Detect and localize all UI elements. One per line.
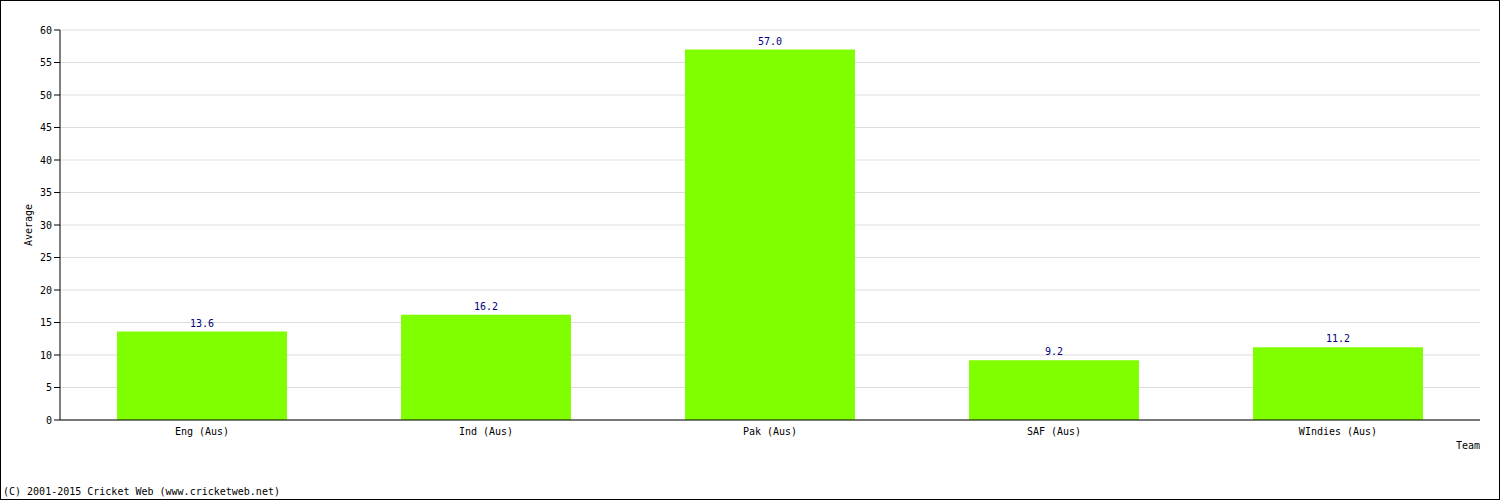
svg-text:25: 25 <box>40 252 52 263</box>
svg-text:50: 50 <box>40 90 52 101</box>
svg-text:13.6: 13.6 <box>190 318 214 329</box>
svg-text:45: 45 <box>40 122 52 133</box>
svg-text:60: 60 <box>40 25 52 36</box>
html-text:Average: Average <box>23 203 34 247</box>
svg-text:55: 55 <box>40 57 52 68</box>
html-text:Team: Team <box>1455 440 1480 451</box>
html-text:(C) 2001-2015 Cricket Web (www: (C) 2001-2015 Cricket Web (www.cricketwe… <box>3 486 280 497</box>
svg-text:WIndies (Aus): WIndies (Aus) <box>1299 426 1377 437</box>
svg-text:Eng (Aus): Eng (Aus) <box>175 426 229 437</box>
svg-text:16.2: 16.2 <box>474 301 498 312</box>
svg-text:40: 40 <box>40 155 52 166</box>
svg-text:5: 5 <box>46 382 52 393</box>
svg-text:Ind (Aus): Ind (Aus) <box>459 426 513 437</box>
svg-text:10: 10 <box>40 350 52 361</box>
svg-text:9.2: 9.2 <box>1045 346 1063 357</box>
svg-text:35: 35 <box>40 187 52 198</box>
svg-text:11.2: 11.2 <box>1326 333 1350 344</box>
svg-text:57.0: 57.0 <box>758 36 782 47</box>
svg-text:0: 0 <box>46 415 52 426</box>
svg-text:30: 30 <box>40 220 52 231</box>
svg-text:SAF (Aus): SAF (Aus) <box>1027 426 1081 437</box>
svg-text:20: 20 <box>40 285 52 296</box>
svg-text:Pak (Aus): Pak (Aus) <box>743 426 797 437</box>
svg-text:15: 15 <box>40 317 52 328</box>
